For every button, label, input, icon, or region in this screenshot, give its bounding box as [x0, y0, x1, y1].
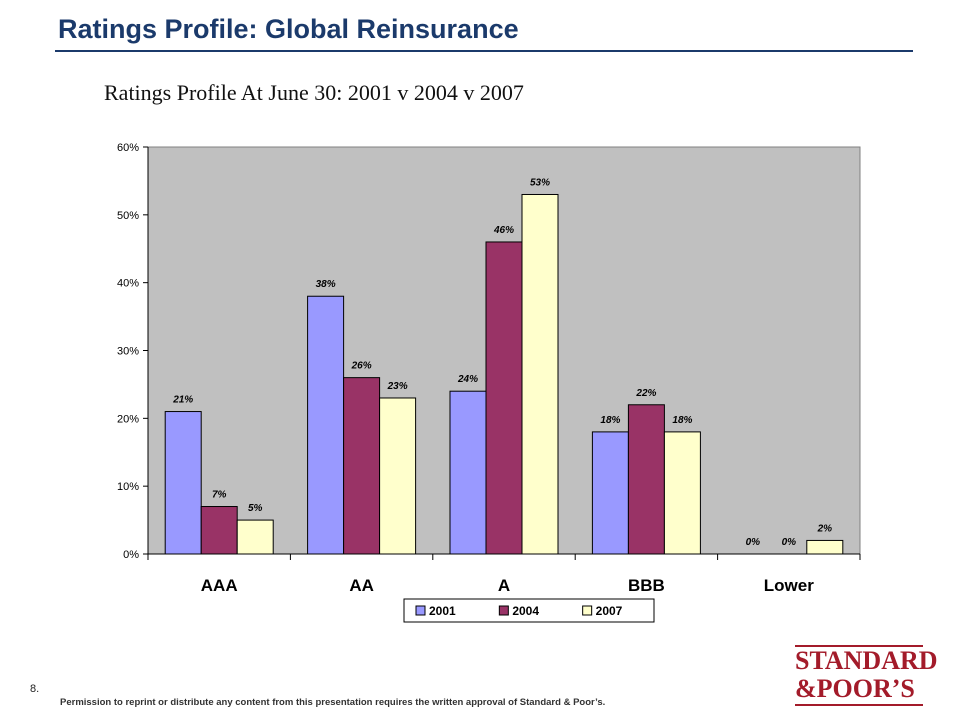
data-label: 46% — [493, 225, 514, 236]
legend-box — [403, 598, 655, 623]
chart-title: Ratings Profile At June 30: 2001 v 2004 … — [104, 80, 524, 105]
x-category-label: AA — [349, 576, 374, 595]
legend-swatch-2007 — [582, 605, 593, 616]
data-label: 18% — [672, 415, 692, 426]
data-label: 0% — [782, 537, 797, 548]
logo-text-standard: STANDARD — [795, 646, 938, 675]
legend-swatch-2001 — [415, 605, 426, 616]
copyright-notice: Permission to reprint or distribute any … — [60, 697, 606, 708]
standard-and-poors-logo: STANDARD &POOR’S — [795, 645, 945, 706]
bar-2007-BBB — [663, 431, 701, 555]
y-tick-label: 30% — [117, 346, 139, 358]
legend-label-2001: 2001 — [429, 604, 456, 618]
y-tick-label: 50% — [117, 210, 139, 222]
data-label: 53% — [530, 177, 550, 188]
data-label: 21% — [172, 395, 193, 406]
bar-2001-AAA — [164, 411, 202, 555]
x-category-label: AAA — [201, 576, 238, 595]
logo-rule — [795, 645, 923, 647]
title-divider — [55, 50, 913, 52]
logo-text-poors: &POOR’S — [795, 674, 915, 703]
legend-label-2007: 2007 — [596, 604, 623, 618]
data-label: 23% — [387, 381, 408, 392]
bar-2007-AA — [379, 397, 417, 555]
x-category-label: A — [498, 576, 510, 595]
slide-title: Ratings Profile: Global Reinsurance — [58, 14, 519, 44]
y-tick-label: 10% — [117, 481, 139, 493]
bar-2004-AAA — [200, 506, 238, 555]
x-category-label: Lower — [764, 576, 814, 595]
data-label: 0% — [746, 537, 761, 548]
y-tick-label: 0% — [123, 549, 139, 561]
logo-rule — [795, 704, 923, 706]
y-tick-label: 60% — [117, 142, 139, 154]
bar-2004-AA — [343, 377, 381, 555]
x-category-label: BBB — [628, 576, 665, 595]
page-number: 8. — [30, 683, 40, 695]
bar-2007-A — [521, 193, 559, 555]
y-tick-label: 20% — [117, 413, 139, 425]
bar-2007-Lower — [806, 539, 844, 555]
y-tick-label: 40% — [117, 278, 139, 290]
bar-2004-BBB — [627, 404, 665, 555]
bar-2001-A — [449, 390, 487, 555]
legend-swatch-2004 — [498, 605, 509, 616]
data-label: 7% — [212, 490, 227, 501]
bar-2004-A — [485, 241, 523, 555]
bar-2001-AA — [307, 295, 345, 555]
data-label: 26% — [351, 361, 372, 372]
legend-label-2004: 2004 — [512, 604, 539, 618]
data-label: 5% — [248, 503, 263, 514]
bar-2007-AAA — [236, 519, 274, 555]
data-label: 24% — [457, 374, 478, 385]
data-label: 38% — [316, 279, 336, 290]
data-label: 22% — [635, 388, 656, 399]
bar-2001-BBB — [591, 431, 629, 555]
data-label: 2% — [817, 523, 833, 534]
data-label: 18% — [600, 415, 620, 426]
